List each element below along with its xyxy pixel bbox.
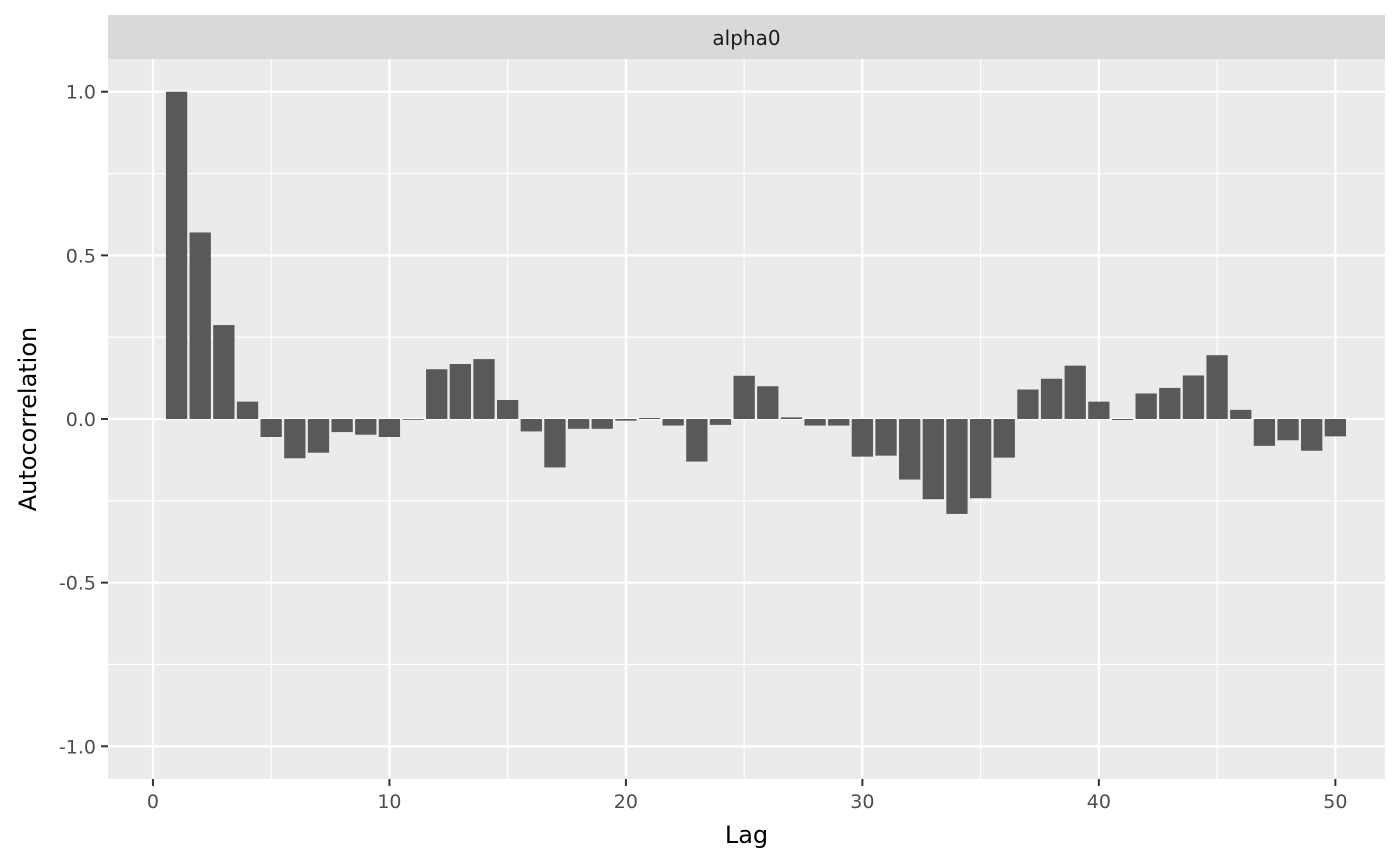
acf-bar: [875, 419, 897, 456]
x-tick-label: 10: [377, 791, 401, 813]
acf-bar: [922, 419, 944, 500]
acf-bar: [899, 419, 921, 480]
acf-bar: [1253, 419, 1276, 446]
acf-bar: [757, 386, 779, 419]
x-tick-label: 0: [147, 791, 159, 813]
y-tick-label: 1.0: [66, 82, 96, 104]
acf-bar: [378, 419, 401, 437]
acf-bar: [946, 419, 968, 514]
acf-bar: [638, 418, 661, 419]
acf-bar: [1064, 365, 1086, 419]
x-axis-title: Lag: [725, 821, 768, 849]
acf-bar: [828, 419, 850, 426]
acf-bar: [615, 419, 637, 421]
acf-bar: [497, 400, 519, 419]
acf-bar: [686, 419, 708, 462]
acf-bar: [1135, 393, 1157, 419]
acf-bar: [520, 419, 542, 432]
acf-bar: [1159, 387, 1181, 419]
acf-bar: [780, 417, 803, 419]
y-tick-label: -1.0: [59, 736, 96, 758]
acf-bar: [189, 232, 211, 419]
acf-bar: [1324, 419, 1346, 437]
acf-bar: [1111, 419, 1134, 420]
acf-bar: [1230, 409, 1252, 419]
acf-bar: [355, 419, 377, 435]
x-tick-label: 40: [1087, 791, 1111, 813]
acf-bar: [1040, 378, 1063, 419]
acf-bar: [473, 359, 495, 419]
x-tick-label: 20: [614, 791, 638, 813]
facet-label: alpha0: [712, 26, 780, 50]
acf-bar: [1017, 389, 1039, 419]
acf-bar: [851, 419, 874, 457]
acf-bar: [331, 419, 353, 433]
acf-bar: [969, 419, 992, 499]
y-tick-label: -0.5: [59, 573, 96, 595]
acf-bar: [1088, 401, 1110, 419]
x-axis: 0 10 20 30 40 50: [147, 779, 1347, 813]
acf-bar: [993, 419, 1015, 458]
acf-bar: [804, 419, 826, 426]
acf-bar: [591, 419, 613, 429]
acf-bar: [1301, 419, 1323, 451]
acf-bar: [213, 325, 235, 419]
acf-bar: [236, 401, 259, 419]
acf-bar: [165, 91, 188, 420]
acf-bar: [402, 419, 424, 420]
acf-bar: [284, 419, 306, 459]
y-axis-title: Autocorrelation: [14, 327, 42, 512]
acf-bar: [1182, 375, 1205, 419]
bars: [165, 91, 1346, 514]
y-tick-label: 0.5: [66, 245, 96, 267]
acf-bar: [733, 375, 755, 419]
acf-bar: [426, 369, 448, 419]
acf-bar: [307, 419, 330, 453]
y-tick-label: 0.0: [66, 409, 96, 431]
acf-bar: [260, 419, 282, 437]
acf-bar: [567, 419, 590, 429]
x-tick-label: 30: [850, 791, 874, 813]
y-axis: 1.0 0.5 0.0 -0.5 -1.0: [59, 82, 108, 758]
acf-bar: [662, 419, 684, 426]
acf-bar: [1206, 355, 1228, 419]
facet-strip: [108, 15, 1385, 59]
acf-bar: [449, 364, 471, 419]
x-tick-label: 50: [1323, 791, 1347, 813]
acf-bar: [544, 419, 566, 468]
acf-bar: [1277, 419, 1299, 441]
acf-bar: [709, 419, 732, 425]
